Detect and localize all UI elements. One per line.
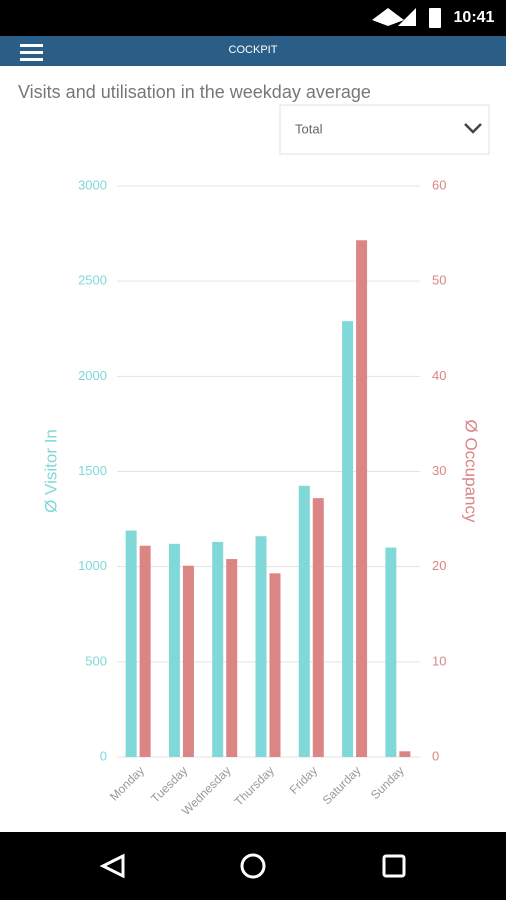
bar: [269, 573, 281, 757]
dropdown-value: Total: [295, 121, 323, 136]
nav-bar: [0, 832, 506, 900]
bar: [312, 498, 324, 757]
y-tick-label: 2500: [78, 273, 107, 288]
bar: [182, 565, 194, 757]
back-button[interactable]: [99, 853, 125, 879]
y2-tick-label: 10: [432, 653, 446, 668]
x-tick-label: Saturday: [320, 763, 364, 807]
y2-axis-title: Ø Occupancy: [462, 420, 481, 523]
wifi-icon: [372, 8, 404, 26]
y-tick-label: 500: [85, 653, 107, 668]
bar: [226, 559, 238, 757]
y-axis-title: Ø Visitor In: [41, 429, 60, 513]
recents-button[interactable]: [382, 854, 406, 878]
y2-tick-label: 20: [432, 558, 446, 573]
y-tick-label: 1500: [78, 463, 107, 478]
y2-tick-label: 40: [432, 368, 446, 383]
y-tick-label: 0: [100, 748, 107, 763]
bar: [255, 536, 267, 757]
y2-tick-label: 50: [432, 273, 446, 288]
x-tick-label: Tuesday: [148, 763, 190, 805]
home-button[interactable]: [240, 853, 266, 879]
bar: [212, 541, 224, 757]
app-title: COCKPIT: [229, 44, 278, 56]
dropdown-arrow: [464, 123, 482, 134]
app-bar: [0, 36, 506, 66]
bar: [139, 545, 151, 757]
y-tick-label: 2000: [78, 368, 107, 383]
y2-tick-label: 60: [432, 177, 446, 192]
x-tick-label: Monday: [107, 763, 147, 803]
y-tick-label: 3000: [78, 177, 107, 192]
signal-icon: [398, 8, 416, 26]
y2-tick-label: 30: [432, 463, 446, 478]
x-tick-label: Friday: [287, 763, 320, 796]
status-bar: [0, 0, 506, 36]
menu-button[interactable]: [20, 44, 43, 61]
bar: [342, 321, 354, 757]
bar: [385, 547, 397, 757]
bar: [125, 530, 137, 757]
page-title: Visits and utilisation in the weekday av…: [18, 82, 371, 102]
bar: [168, 543, 180, 757]
y2-tick-label: 0: [432, 748, 439, 763]
bar: [399, 751, 411, 757]
chart: 0 500 1000 1500 2000 2500 3000 0 10 20 30 40 50 60 Ø V…: [41, 177, 480, 818]
x-tick-label: Thursday: [232, 763, 277, 808]
x-tick-label: Sunday: [368, 763, 407, 802]
clock: 10:41: [454, 9, 495, 26]
dropdown[interactable]: Total: [279, 104, 490, 155]
bar: [356, 240, 368, 757]
bar: [298, 485, 310, 757]
battery-icon: [429, 8, 441, 28]
y-tick-label: 1000: [78, 558, 107, 573]
